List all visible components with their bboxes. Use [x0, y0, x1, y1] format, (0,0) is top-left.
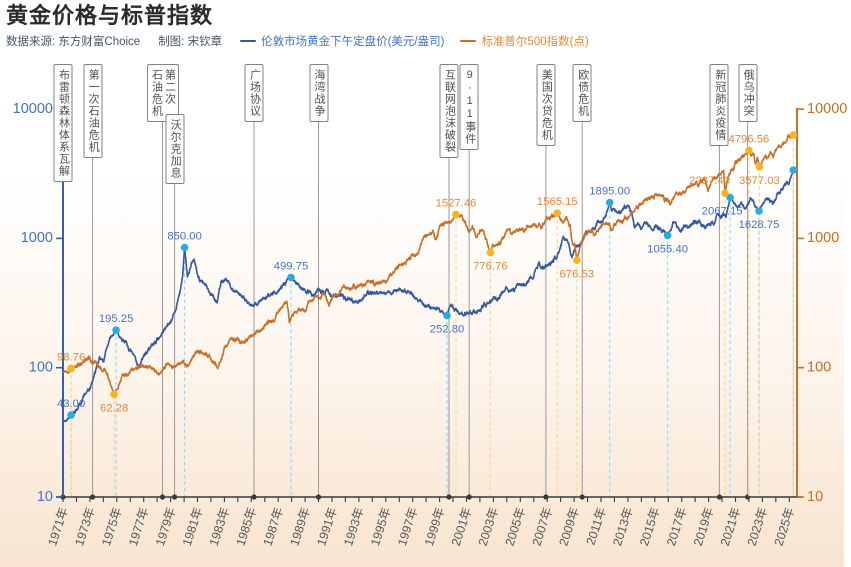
- data-point-label: 850.00: [167, 231, 202, 243]
- data-point-label: 2237.40: [689, 175, 730, 187]
- data-point-marker: [789, 131, 798, 139]
- legend-gold-label: 伦敦市场黄金下午定盘价(美元/盎司): [261, 36, 445, 48]
- x-tick-label: 2011年: [584, 506, 609, 547]
- data-point-marker: [745, 146, 753, 155]
- subtitle-row: 数据来源: 东方财富Choice 制图: 宋钦章 伦敦市场黄金下午定盘价(美元/…: [6, 33, 846, 49]
- x-tick-label: 2025年: [772, 506, 798, 548]
- legend-item-sp500: 标准普尔500指数(点): [460, 33, 589, 49]
- y-tick-label-right: 10: [807, 489, 823, 505]
- data-point-label: 776.76: [473, 261, 508, 273]
- data-point-label: 43.00: [57, 398, 85, 410]
- data-point-marker: [553, 209, 562, 217]
- data-point-marker: [605, 198, 614, 207]
- data-point-marker: [789, 166, 798, 174]
- data-point-marker: [67, 411, 75, 419]
- x-tick-label: 1987年: [260, 506, 286, 548]
- data-point-marker: [663, 231, 672, 240]
- gold-line-swatch-icon: [240, 39, 257, 43]
- data-point-marker: [287, 273, 295, 282]
- x-tick-label: 2003年: [476, 506, 502, 548]
- data-point-marker: [67, 364, 75, 373]
- x-tick-label: 1975年: [99, 506, 125, 548]
- sp500-line-swatch-icon: [460, 39, 477, 43]
- x-tick-label: 1989年: [287, 506, 313, 548]
- x-tick-label: 2017年: [664, 506, 690, 548]
- y-tick-label-left: 10: [37, 489, 53, 505]
- data-point-label: 252.80: [430, 324, 465, 336]
- data-point-label: 1565.15: [537, 196, 578, 208]
- x-tick-label: 1999年: [422, 506, 448, 548]
- data-point-marker: [721, 189, 729, 197]
- chart-header: 黄金价格与标普指数 数据来源: 东方财富Choice 制图: 宋钦章 伦敦市场黄…: [6, 2, 846, 49]
- x-tick-label: 1979年: [153, 506, 179, 548]
- y-tick-label-left: 10000: [13, 101, 53, 117]
- data-point-marker: [180, 243, 189, 252]
- credit-label: 制图: 宋钦章: [158, 36, 223, 48]
- x-tick-label: 1995年: [368, 506, 394, 548]
- x-tick-label: 2019年: [691, 506, 717, 548]
- data-source-label: 数据来源: 东方财富Choice: [6, 36, 141, 48]
- data-point-marker: [726, 193, 734, 202]
- x-tick-label: 1991年: [314, 506, 340, 548]
- x-tick-label: 2021年: [718, 506, 744, 548]
- x-tick-label: 1977年: [126, 506, 152, 548]
- data-point-label: 499.75: [274, 260, 309, 272]
- x-tick-label: 2013年: [610, 506, 636, 548]
- y-tick-label-right: 10000: [807, 101, 847, 117]
- y-tick-label-right: 100: [807, 360, 831, 376]
- data-point-marker: [573, 256, 581, 265]
- y-tick-label-right: 1000: [807, 230, 839, 246]
- data-point-label: 676.53: [560, 268, 595, 280]
- x-tick-label: 2015年: [637, 506, 663, 548]
- data-point-marker: [755, 207, 763, 215]
- page-title: 黄金价格与标普指数: [6, 3, 214, 28]
- data-point-label: 3577.03: [739, 175, 780, 187]
- data-point-label: 1055.40: [647, 243, 688, 255]
- data-point-marker: [486, 248, 495, 257]
- x-tick-label: 1997年: [395, 506, 421, 548]
- y-tick-label-left: 100: [29, 360, 53, 376]
- data-point-marker: [452, 210, 460, 219]
- x-tick-label: 1985年: [234, 506, 260, 548]
- x-tick-label: 1973年: [72, 506, 98, 548]
- x-tick-label: 2001年: [449, 506, 475, 548]
- x-tick-label: 1983年: [207, 506, 233, 548]
- data-point-marker: [112, 326, 120, 334]
- data-point-label: 98.76: [57, 351, 85, 363]
- x-tick-label: 2005年: [503, 506, 529, 548]
- x-tick-label: 2023年: [745, 506, 771, 548]
- x-tick-label: 1981年: [180, 506, 206, 548]
- data-point-label: 1527.46: [436, 198, 477, 210]
- data-point-label: 1628.75: [739, 219, 780, 231]
- data-point-marker: [110, 390, 118, 399]
- legend-item-gold: 伦敦市场黄金下午定盘价(美元/盎司): [240, 33, 444, 49]
- x-tick-label: 2007年: [529, 506, 555, 548]
- data-point-label: 1895.00: [589, 186, 630, 198]
- x-tick-label: 1971年: [45, 506, 71, 548]
- data-point-label: 2067.15: [702, 206, 743, 218]
- x-tick-label: 1993年: [341, 506, 367, 548]
- data-point-label: 62.28: [100, 402, 128, 414]
- data-point-marker: [755, 163, 764, 171]
- data-point-label: 4796.56: [728, 133, 769, 145]
- sp500-index-line: [62, 134, 794, 395]
- y-tick-label-left: 1000: [21, 230, 53, 246]
- x-tick-label: 2009年: [556, 506, 582, 548]
- gold-price-line: [62, 170, 794, 423]
- data-point-marker: [443, 311, 451, 320]
- legend-sp500-label: 标准普尔500指数(点): [481, 36, 589, 48]
- data-point-label: 195.25: [99, 313, 134, 325]
